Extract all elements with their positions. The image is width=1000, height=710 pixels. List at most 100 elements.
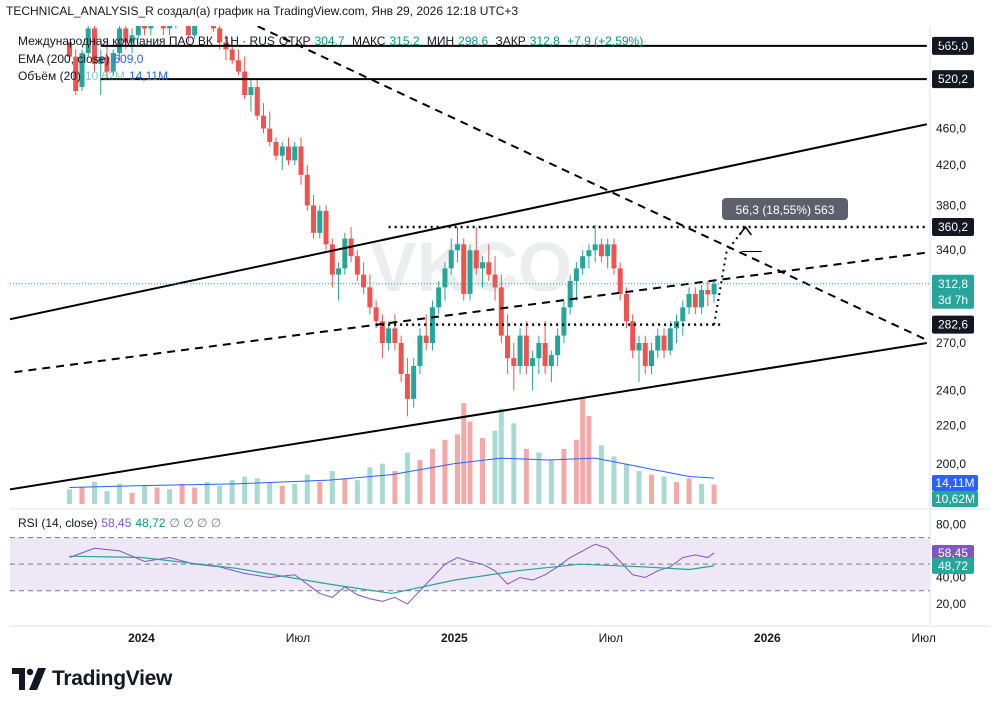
volume-bar	[686, 478, 692, 504]
candle	[442, 262, 448, 301]
candle-body	[636, 343, 642, 351]
candle	[398, 335, 404, 383]
candle-body	[392, 328, 398, 343]
chart-area[interactable]: VKCO 56,3 (18,55%) 563 80,0040,0020,0058…	[10, 26, 990, 652]
candle-body	[661, 335, 667, 351]
candle-body	[85, 28, 91, 54]
drawings: 56,3 (18,55%) 563	[10, 26, 930, 491]
volume-bar	[204, 482, 210, 504]
candle-body	[404, 373, 410, 399]
candle	[123, 26, 129, 50]
candle-body	[160, 26, 166, 29]
volume-bar	[342, 478, 348, 504]
candle-body	[411, 366, 417, 399]
legend-rsi-row[interactable]: RSI (14, close) 58,45 48,72 ∅ ∅ ∅ ∅	[18, 516, 225, 530]
volume-ma-line	[69, 457, 715, 488]
volume-bar	[329, 471, 335, 504]
volume-bar	[217, 485, 223, 504]
volume-bar	[467, 421, 473, 504]
candle	[492, 256, 498, 301]
candle-body	[505, 335, 511, 359]
candle	[323, 205, 329, 251]
volume-bar	[317, 482, 323, 504]
candle-body	[592, 244, 598, 251]
candle	[530, 350, 536, 391]
legend-close-value: 312,8	[529, 34, 560, 48]
rsi-ma-label-bg	[932, 557, 974, 574]
rsi-last-label-bg	[932, 544, 974, 561]
volume-bar	[561, 449, 567, 504]
candle	[705, 280, 711, 307]
volume-bar	[661, 476, 667, 504]
candle	[542, 321, 548, 374]
legend-open-label: ОТКР	[278, 34, 311, 48]
candle	[586, 244, 592, 269]
legend-volume-row[interactable]: Объём (20) 10,62M 14,11M	[18, 69, 172, 83]
candle	[235, 49, 241, 76]
candle-body	[467, 250, 473, 294]
candle	[480, 256, 486, 288]
candle	[192, 26, 198, 39]
volume-bar	[304, 474, 310, 504]
candle	[354, 250, 360, 281]
volume-bar	[104, 491, 110, 504]
candle	[674, 314, 680, 343]
legend-symbol[interactable]: Международная компания ПАО ВК · 1Н · RUS	[18, 34, 275, 48]
candle-body	[286, 146, 292, 161]
chart-canvas[interactable]: VKCO 56,3 (18,55%) 563 80,0040,0020,0058…	[10, 26, 990, 652]
candle-body	[292, 146, 298, 161]
candle	[142, 26, 148, 36]
price-line-label-bg	[932, 218, 974, 236]
volume-bar	[480, 438, 486, 504]
candle-body	[567, 280, 573, 308]
candle-body	[705, 290, 711, 295]
volume-bar	[179, 483, 185, 504]
legend-ema-row[interactable]: EMA (200, close) 609,0	[18, 52, 147, 66]
candle-body	[104, 56, 110, 72]
time-tick: 2026	[754, 631, 781, 645]
candle	[404, 358, 410, 417]
candle-body	[129, 35, 135, 43]
chart-attribution: TECHNICAL_ANALYSIS_R создал(а) график на…	[6, 4, 519, 18]
candle	[580, 250, 586, 275]
candle-body	[511, 358, 517, 367]
candle-body	[630, 321, 636, 351]
candle	[523, 321, 529, 374]
tradingview-logo-icon	[12, 668, 46, 690]
candle	[348, 227, 354, 263]
candle-body	[473, 250, 479, 269]
candle-body	[486, 262, 492, 275]
candle-body	[192, 26, 198, 36]
last-price-label-bg	[932, 274, 974, 309]
volume-bar	[598, 445, 604, 504]
candle	[686, 287, 692, 315]
candle	[642, 335, 648, 374]
volume-bar	[66, 489, 72, 504]
candle	[467, 244, 473, 301]
volume-bar	[523, 449, 529, 504]
price-tick: 240,0	[936, 383, 966, 397]
volume-pane	[66, 397, 717, 504]
candle-body	[461, 244, 467, 294]
candle	[210, 26, 216, 32]
candle	[461, 238, 467, 301]
volume-bar	[442, 439, 448, 504]
candle-body	[517, 335, 523, 367]
candle	[367, 274, 373, 315]
candle	[167, 26, 173, 36]
volume-ma-label: 14,11M	[935, 476, 974, 490]
candle-body	[298, 146, 304, 175]
candle	[711, 280, 717, 303]
candle	[573, 262, 579, 301]
price-line-label-bg	[932, 315, 974, 334]
last-price-label: 312,8	[938, 277, 968, 291]
legend-rsi-value-1: 58,45	[101, 516, 132, 530]
volume-bar	[379, 463, 385, 504]
candle	[417, 328, 423, 374]
legend-low-label: МИН	[426, 34, 455, 48]
candle	[655, 328, 661, 359]
volume-bar	[367, 467, 373, 504]
volume-bar	[354, 480, 360, 504]
volume-bar	[623, 463, 629, 504]
candle	[448, 238, 454, 275]
